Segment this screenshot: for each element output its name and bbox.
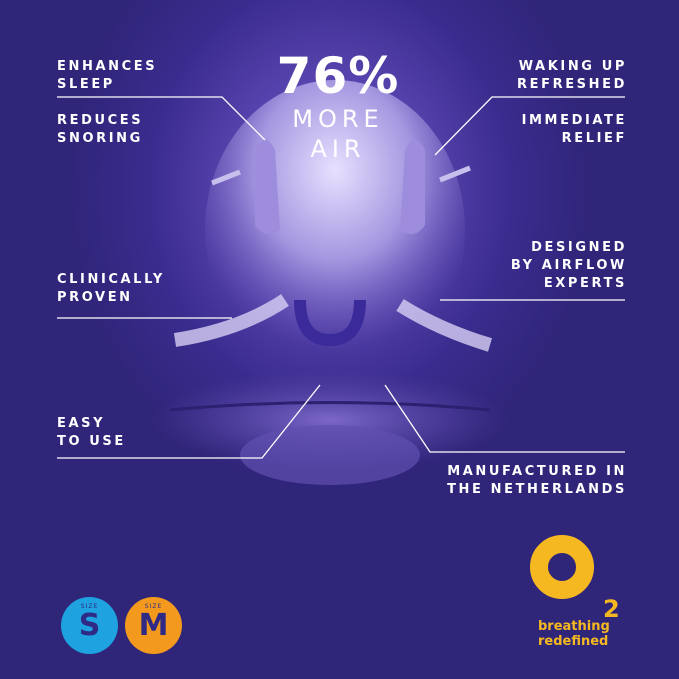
benefit-clinically-proven: CLINICALLY PROVEN [57, 272, 165, 305]
benefit-enhances-sleep: ENHANCES SLEEP [57, 59, 158, 92]
benefit-immediate-relief: IMMEDIATE RELIEF [521, 113, 627, 146]
airflow-arrow-left [173, 294, 289, 347]
callout-lines [57, 96, 625, 459]
brand-tagline: breathing redefined [538, 619, 610, 649]
size-badge-s: SIZE S [61, 597, 118, 654]
lower-lip [240, 425, 420, 485]
logo-subscript: 2 [603, 595, 620, 623]
size-letter: S [78, 608, 101, 643]
nasal-dilator-left [255, 140, 280, 234]
size-letter: M [138, 608, 169, 643]
brand-logo: 2 breathing redefined [530, 535, 620, 649]
nasal-dilator-right [400, 140, 425, 234]
expand-arrow-right [439, 165, 471, 183]
size-caption: SIZE [144, 603, 163, 610]
expand-arrow-left [211, 169, 241, 186]
hero-line2: AIR [310, 135, 366, 163]
size-caption: SIZE [80, 603, 99, 610]
hero-line1: MORE [292, 105, 384, 133]
hero-claim: 76% MORE AIR [240, 48, 436, 164]
benefit-made-in-netherlands: MANUFACTURED IN THE NETHERLANDS [447, 464, 627, 497]
benefit-airflow-experts: DESIGNED BY AIRFLOW EXPERTS [510, 240, 627, 291]
size-badge-m: SIZE M [125, 597, 182, 654]
dilator-bridge [294, 299, 366, 347]
upper-lip [150, 370, 510, 470]
airflow-arrow-right [396, 299, 493, 352]
benefit-reduces-snoring: REDUCES SNORING [57, 113, 144, 146]
benefit-easy-to-use: EASY TO USE [57, 416, 126, 449]
hero-percent: 76% [276, 47, 400, 105]
benefit-waking-up-refreshed: WAKING UP REFRESHED [517, 59, 627, 92]
logo-o-ring [530, 535, 594, 599]
mouth-line [169, 401, 491, 412]
